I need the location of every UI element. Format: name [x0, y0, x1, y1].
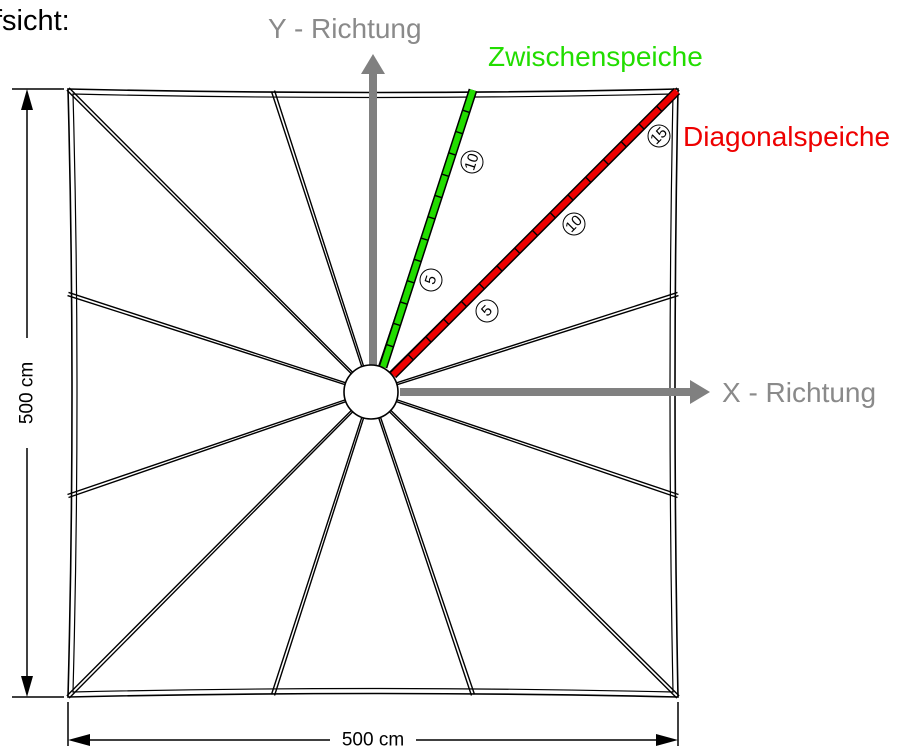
spoke-line: [66, 409, 352, 697]
spoke-node-tick: [413, 258, 422, 263]
spoke-line: [68, 291, 346, 384]
spoke-node-tick: [513, 247, 521, 255]
spoke-line: [67, 294, 346, 386]
diagonal-spoke-label: Diagonalspeiche: [683, 121, 890, 152]
green-node-10: 10: [460, 150, 484, 174]
height-dimension: [12, 88, 64, 698]
spoke-line: [396, 399, 679, 496]
spoke-node-tick: [407, 353, 415, 361]
spoke-node-tick: [602, 158, 610, 166]
intermediate-spoke-label: Zwischenspeiche: [488, 41, 703, 72]
spoke-node-tick: [638, 123, 645, 130]
spoke-node-tick: [448, 152, 457, 156]
spoke-node-tick: [441, 173, 450, 178]
y-axis-arrow: [361, 54, 385, 370]
spoke-line: [378, 417, 473, 696]
spoke-node-tick: [531, 229, 539, 237]
width-dimension-label: 500 cm: [342, 730, 404, 751]
x-axis-label: X - Richtung: [722, 377, 876, 408]
x-axis-arrow: [400, 380, 710, 404]
spoke-node-tick: [399, 301, 408, 305]
spoke-node-tick: [549, 211, 557, 219]
intermediate-spoke-nodes: [385, 109, 471, 348]
view-heading: fsicht:: [0, 5, 70, 37]
spoke-line: [396, 291, 678, 384]
spoke-node-tick: [462, 109, 471, 114]
red-node-15: 15: [647, 124, 671, 148]
spoke-node-tick: [655, 105, 663, 113]
red-node-10-label: 10: [562, 212, 586, 236]
height-dimension-label: 500 cm: [17, 362, 38, 424]
spoke-node-tick: [460, 300, 468, 308]
width-dimension: [67, 702, 679, 746]
spoke-node-tick: [385, 343, 394, 348]
red-node-15-label: 15: [647, 124, 671, 148]
spoke-node-tick: [455, 130, 464, 135]
spoke-node-tick: [584, 176, 592, 184]
spoke-line: [396, 294, 679, 386]
spoke-line: [390, 409, 680, 697]
spoke-line: [396, 400, 678, 499]
red-node-5: 5: [475, 299, 499, 323]
intermediate-spoke: [378, 88, 478, 369]
spoke-node-tick: [427, 215, 436, 220]
spoke-node-tick: [496, 265, 503, 272]
spoke-node-tick: [442, 318, 450, 326]
spoke-line: [68, 401, 347, 499]
spoke-line: [66, 89, 352, 375]
diagonal-spoke: [389, 87, 681, 379]
red-node-10: 10: [562, 212, 586, 236]
spoke-node-tick: [392, 322, 401, 327]
spoke-line: [379, 417, 476, 695]
spoke-node-tick: [620, 140, 628, 148]
membrane-outline: [67, 88, 679, 698]
spoke-node-tick: [478, 282, 486, 290]
spoke-node-tick: [420, 237, 429, 242]
spoke-line: [273, 90, 365, 367]
spoke-line: [388, 411, 678, 699]
center-hub: [343, 364, 399, 420]
spoke-node-tick: [567, 194, 574, 201]
spoke-line: [68, 87, 354, 373]
spoke-line: [68, 411, 354, 699]
radial-spokes: [66, 87, 680, 699]
spoke-node-tick: [434, 194, 443, 199]
diagonal-spoke-nodes: [407, 105, 663, 361]
spoke-line: [273, 417, 365, 696]
green-node-5: 5: [419, 268, 443, 292]
spoke-node-tick: [425, 336, 432, 343]
spoke-line: [270, 91, 363, 367]
spoke-line: [270, 417, 363, 695]
green-node-10-label: 10: [461, 151, 482, 172]
spoke-line: [67, 399, 346, 496]
spoke-node-tick: [406, 279, 415, 284]
y-axis-label: Y - Richtung: [268, 13, 422, 44]
